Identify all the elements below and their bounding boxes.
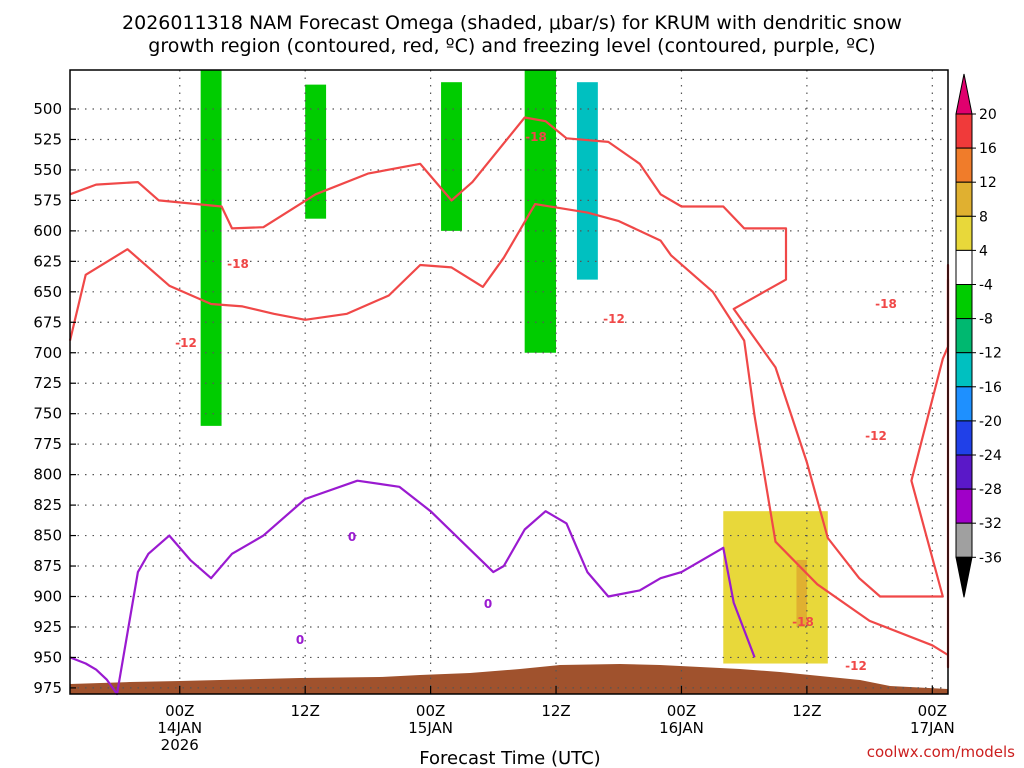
- y-tick-label: 950: [33, 648, 62, 666]
- y-tick-label: 575: [33, 191, 62, 209]
- y-tick-label: 500: [33, 100, 62, 118]
- omega-shaded-region: [441, 82, 462, 231]
- y-tick-label: 600: [33, 222, 62, 240]
- y-tick-label: 525: [33, 130, 62, 148]
- y-tick-label: 550: [33, 161, 62, 179]
- omega-shaded-region: [576, 82, 598, 280]
- omega-shaded-region: [723, 511, 828, 664]
- omega-shaded-region: [200, 70, 222, 426]
- x-tick-label: 00Z: [918, 702, 947, 720]
- plot-frame: [69, 69, 949, 695]
- colorbar-segment: [955, 181, 973, 217]
- chart-title-line2: growth region (contoured, red, ºC) and f…: [148, 35, 875, 57]
- colorbar-label: -8: [979, 312, 993, 328]
- colorbar-segment: [955, 488, 973, 524]
- y-tick-label: 650: [33, 283, 62, 301]
- omega-shaded-region: [305, 84, 327, 219]
- colorbar-label: -24: [979, 448, 1002, 464]
- colorbar-label: 12: [979, 175, 997, 191]
- axis-layer: 500 525 550 575 600 625 650 675 700 725 750 775 800 8…: [33, 100, 954, 754]
- colorbar-label: 8: [979, 209, 988, 225]
- terrain-fill: [70, 664, 948, 694]
- colorbar-label: 4: [979, 243, 988, 259]
- y-tick-label: 975: [33, 679, 62, 697]
- dgz-label: -12: [865, 429, 887, 443]
- colorbar-bottom-arrow: [955, 556, 973, 598]
- dgz-label: -18: [792, 615, 814, 629]
- x-tick-label: 00Z: [416, 702, 445, 720]
- y-tick-label: 925: [33, 618, 62, 636]
- x-tick-label: 12Z: [792, 702, 821, 720]
- dgz-label: -18: [525, 130, 547, 144]
- colorbar-top-arrow: [955, 73, 973, 115]
- colorbar-label: -32: [979, 516, 1002, 532]
- colorbar-segment: [955, 215, 973, 251]
- x-tick-label: 00Z: [667, 702, 696, 720]
- y-tick-label: 850: [33, 527, 62, 545]
- x-tick-label: 16JAN: [659, 719, 704, 737]
- x-tick-label: 15JAN: [408, 719, 453, 737]
- y-tick-label: 700: [33, 344, 62, 362]
- x-axis-label: Forecast Time (UTC): [419, 748, 600, 768]
- chart-title-line1: 2026011318 NAM Forecast Omega (shaded, μ…: [122, 12, 902, 34]
- credit-text: coolwx.com/models: [867, 743, 1015, 761]
- omega-shaded-region: [524, 70, 557, 353]
- omega-shading: [200, 70, 828, 664]
- y-tick-label: 775: [33, 435, 62, 453]
- contour-labels: -18 -12 -18 -12 -18 -12 -18 -12 0 0 0: [175, 130, 897, 673]
- y-tick-label: 800: [33, 466, 62, 484]
- colorbar-segment: [955, 113, 973, 149]
- dgz-label: -12: [603, 312, 625, 326]
- contour-line: [69, 116, 950, 598]
- colorbar-segment: [955, 420, 973, 456]
- y-tick-label: 750: [33, 405, 62, 423]
- colorbar-segment: [955, 147, 973, 183]
- dgz-label: -12: [845, 659, 867, 673]
- contour-line: [69, 479, 756, 696]
- colorbar-label: -12: [979, 346, 1002, 362]
- colorbar-label: -28: [979, 482, 1002, 498]
- y-tick-label: 675: [33, 313, 62, 331]
- dgz-label: -18: [875, 297, 897, 311]
- x-tick-label: 14JAN: [157, 719, 202, 737]
- freezing-label: 0: [484, 597, 492, 611]
- terrain-layer: [70, 664, 948, 694]
- freezing-label: 0: [296, 633, 304, 647]
- colorbar-segment: [955, 284, 973, 320]
- y-tick-label: 825: [33, 496, 62, 514]
- colorbar-label: -4: [979, 278, 993, 294]
- colorbar: 20 16 12 8 4 -4 -8 -12 -16 -20 -24 -28 -32 -36: [955, 73, 1002, 598]
- x-tick-label: 12Z: [541, 702, 570, 720]
- x-tick-label: 17JAN: [910, 719, 955, 737]
- y-tick-label: 625: [33, 252, 62, 270]
- colorbar-segment: [955, 522, 973, 558]
- colorbar-label: 16: [979, 141, 997, 157]
- x-tick-label: 00Z: [165, 702, 194, 720]
- omega-shaded-region: [796, 559, 807, 627]
- colorbar-segment: [955, 454, 973, 490]
- dgz-label: -18: [227, 257, 249, 271]
- dgz-label: -12: [175, 336, 197, 350]
- colorbar-segment: [955, 318, 973, 354]
- colorbar-label: -36: [979, 550, 1002, 566]
- y-tick-label: 900: [33, 588, 62, 606]
- freezing-label: 0: [348, 530, 356, 544]
- colorbar-label: 20: [979, 107, 997, 123]
- colorbar-segment: [955, 249, 973, 285]
- colorbar-label: -16: [979, 380, 1002, 396]
- x-tick-label: 12Z: [290, 702, 319, 720]
- y-tick-label: 725: [33, 374, 62, 392]
- colorbar-segment: [955, 386, 973, 422]
- y-tick-label: 875: [33, 557, 62, 575]
- colorbar-label: -20: [979, 414, 1002, 430]
- x-tick-label: 2026: [161, 736, 199, 754]
- colorbar-segment: [955, 352, 973, 388]
